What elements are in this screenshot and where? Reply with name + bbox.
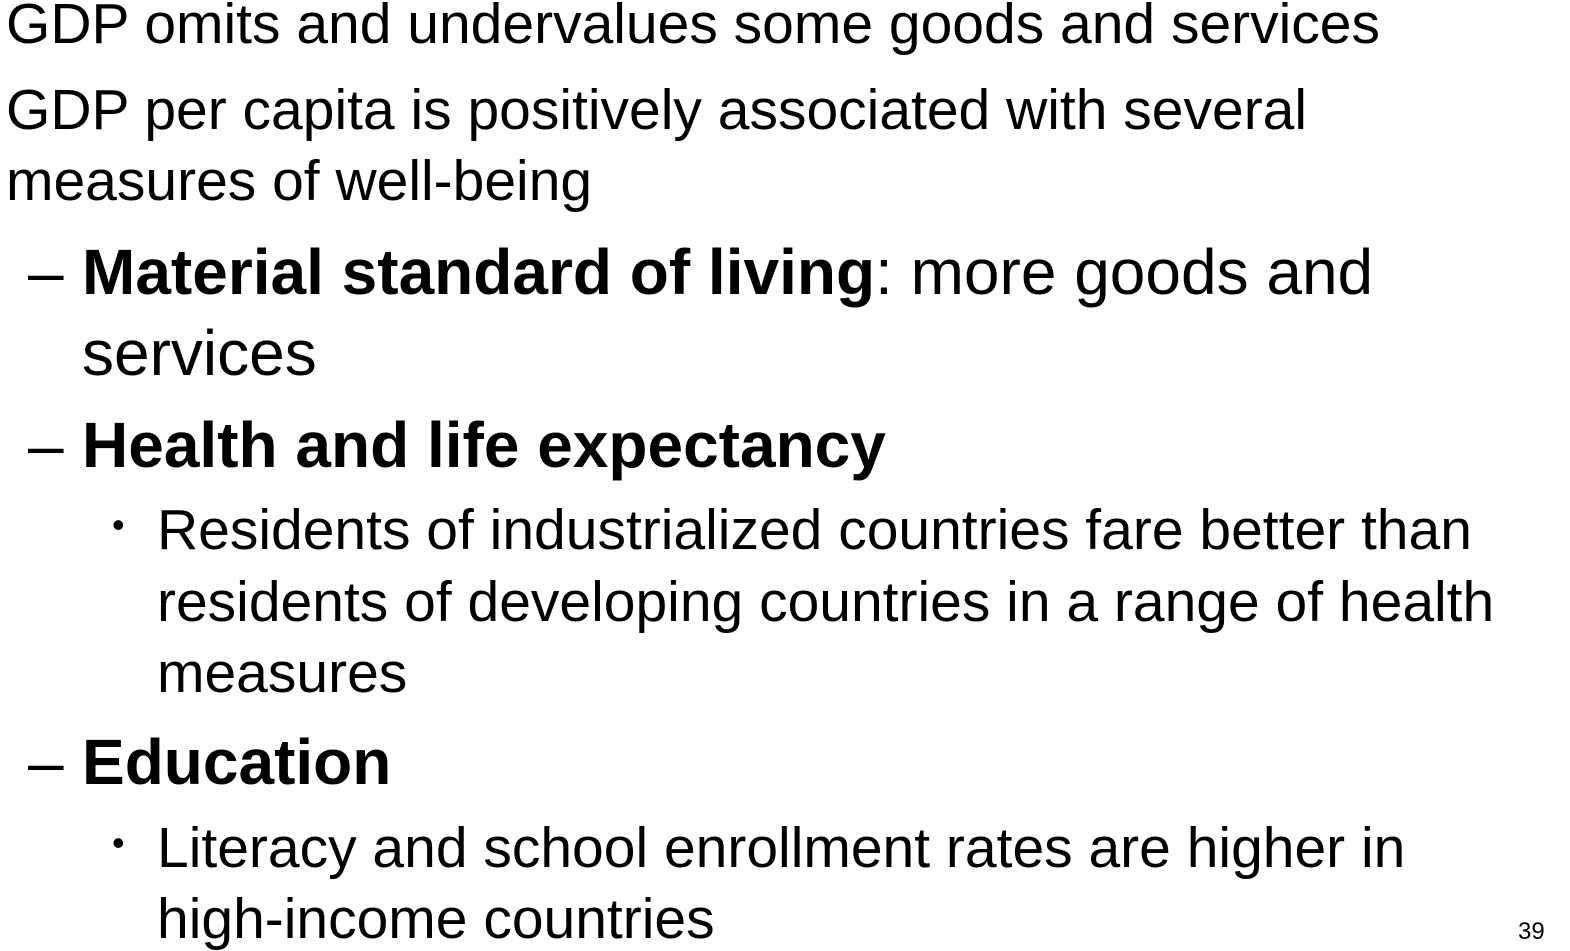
subpoint-education: Education <box>82 730 391 794</box>
subpoint-heading: Health and life expectancy <box>82 409 886 481</box>
top-point-2-line-1: GDP per capita is positively associated … <box>6 78 1308 142</box>
subpoint-material-standard-line-2: services <box>82 317 317 389</box>
education-detail-line-2: high-income countries <box>157 887 715 951</box>
subpoint-health: Health and life expectancy <box>82 413 886 477</box>
top-point-2-line-2: measures of well-being <box>6 149 593 213</box>
dash-marker: – <box>28 726 64 798</box>
subpoint-description: : more goods and <box>875 236 1374 308</box>
education-detail-line-1: Literacy and school enrollment rates are… <box>157 816 1406 880</box>
health-detail-line-1: Residents of industrialized countries fa… <box>157 498 1472 562</box>
subpoint-material-standard: Material standard of living: more goods … <box>82 240 1373 304</box>
health-detail-line-3: measures <box>157 641 408 705</box>
bullet-marker: • <box>112 822 125 863</box>
subpoint-heading: Material standard of living <box>82 236 876 308</box>
dash-marker: – <box>28 236 64 308</box>
dash-marker: – <box>28 409 64 481</box>
page-number: 39 <box>1518 918 1545 945</box>
health-detail-line-2: residents of developing countries in a r… <box>157 570 1495 634</box>
subpoint-heading: Education <box>82 726 392 798</box>
top-point-1: GDP omits and undervalues some goods and… <box>6 0 1381 56</box>
bullet-marker: • <box>112 504 125 545</box>
